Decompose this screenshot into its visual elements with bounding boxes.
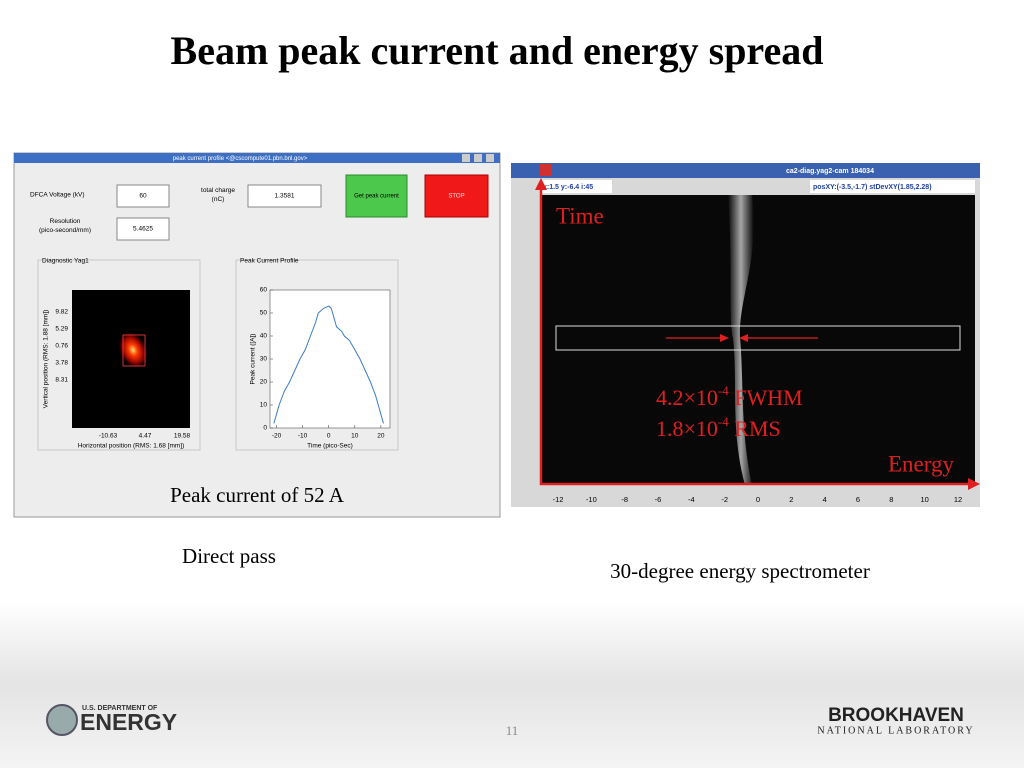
x-tick-label: 0 [327,433,331,440]
annotation-part: FWHM [729,385,803,410]
x-tick-label: 10 [920,495,928,504]
y-tick-label: 3.78 [55,360,68,367]
spectrometer-image [540,195,975,485]
y-axis-label: Vertical position (RMS: 1.88 [mm]) [43,310,50,409]
x-tick-label: -6 [655,495,662,504]
panel-title: Peak Current Profile [240,258,299,265]
x-tick-label: 4.47 [139,433,152,440]
window-title: peak current profile <@cscompute01.pbn.b… [173,156,308,162]
input-box [247,184,322,208]
y-tick-label: 10 [260,402,268,409]
logo-text: BROOKHAVEN [828,705,964,726]
input-box [116,217,170,241]
y-tick-label: 60 [260,287,268,294]
field-label: (pico-second/mm) [39,227,91,234]
annotation-part: 1.8×10 [656,416,718,441]
x-tick-label: -10 [586,495,597,504]
slide-title: Beam peak current and energy spread [171,28,824,73]
annotation: 1.8×10-4 RMS [656,414,781,441]
field-label: total charge [201,187,235,194]
footer-band [0,600,1024,768]
status-text: x:1.5 y:-6.4 i:45 [543,184,593,191]
logo-text: NATIONAL LABORATORY [817,725,974,736]
field-label: Resolution [50,218,81,225]
y-tick-label: 8.31 [55,377,68,384]
x-tick-label: -12 [553,495,564,504]
y-tick-label: 5.29 [55,326,68,333]
field-value: 60 [139,193,147,200]
caption: 30-degree energy spectrometer [610,559,870,583]
field-value: 1.3581 [275,193,295,200]
annotation-exponent: -4 [718,383,729,398]
y-axis-label: Peak current ([A]) [250,334,257,385]
logo-text: U.S. DEPARTMENT OF [82,705,158,712]
y-tick-label: 40 [260,333,268,340]
left-window: peak current profile <@cscompute01.pbn.b… [13,152,501,518]
field-value: 5.4625 [133,226,153,233]
data-line [273,305,384,424]
right-window: ca2-diag.yag2-cam 184034 x:1.5 y:-6.4 i:… [511,163,980,507]
panel-title: Diagnostic Yag1 [42,258,89,265]
x-tick-label: 19.58 [174,433,191,440]
doe-logo: U.S. DEPARTMENT OF ENERGY [46,704,177,736]
annotation: 4.2×10-4 FWHM [656,383,803,410]
button-label: Get peak current [354,194,399,200]
axis-label: Energy [888,451,955,476]
axis-label: Time [556,203,604,228]
input-box [116,184,170,208]
y-tick-label: 0 [263,425,267,432]
button-label: STOP [448,194,464,200]
field-label: (nC) [212,196,225,203]
x-tick-label: -4 [688,495,695,504]
annotation-part: RMS [729,416,781,441]
x-tick-label: -10.63 [99,433,118,440]
x-tick-label: 20 [377,433,385,440]
annotation-part: 4.2×10 [656,385,718,410]
get-peak-button[interactable] [345,174,408,218]
x-tick-label: -20 [272,433,282,440]
x-tick-label: 0 [756,495,760,504]
annotation-exponent: -4 [718,414,729,429]
caption: Peak current of 52 A [170,483,345,507]
x-tick-label: -8 [621,495,628,504]
logo-text: ENERGY [80,709,177,735]
field-label: DFCA Voltage (kV) [30,192,85,199]
page-number: 11 [506,723,519,738]
y-tick-label: 30 [260,356,268,363]
x-tick-label: -2 [721,495,728,504]
x-tick-label: 4 [823,495,827,504]
x-tick-label: 8 [889,495,893,504]
x-tick-label: 10 [351,433,359,440]
y-tick-label: 20 [260,379,268,386]
caption: Direct pass [182,544,276,568]
x-tick-label: 2 [789,495,793,504]
x-axis-label: Horizontal position (RMS: 1.68 [mm]) [78,443,185,450]
x-tick-label: -10 [298,433,308,440]
x-tick-label: 12 [954,495,962,504]
y-tick-label: 9.82 [55,309,68,316]
window-title: ca2-diag.yag2-cam 184034 [786,168,874,175]
y-tick-label: 0.76 [55,343,68,350]
x-tick-label: 6 [856,495,860,504]
stop-button[interactable] [424,174,489,218]
y-tick-label: 50 [260,310,268,317]
x-axis-label: Time (pico-Sec) [307,443,353,450]
status-text: posXY:(-3.5,-1.7) stDevXY(1.85,2.28) [813,184,932,191]
